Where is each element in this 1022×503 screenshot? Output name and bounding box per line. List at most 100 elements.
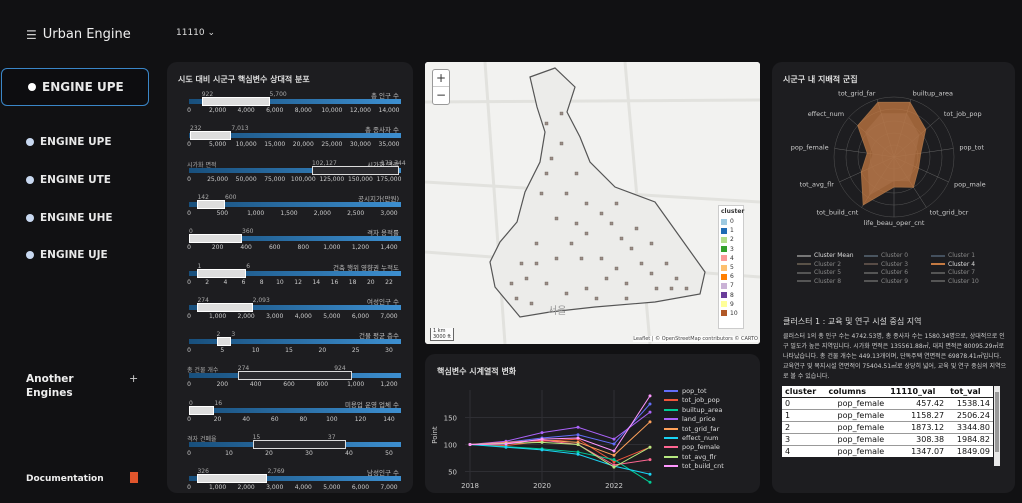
zoom-out-button[interactable]: − (435, 88, 447, 102)
series-point[interactable] (540, 440, 544, 444)
cluster-point[interactable] (614, 201, 619, 206)
series-point[interactable] (648, 394, 652, 398)
cluster-map[interactable]: + − 서울 cluster 0 1 2 3 4 5 6 7 8 9 10 1 km 3000 ft… (425, 62, 760, 344)
series-point[interactable] (612, 453, 616, 457)
cluster-point[interactable] (559, 111, 564, 116)
table-row[interactable]: 4 pop_female 1347.07 1849.09 (782, 445, 993, 457)
table-row[interactable]: 2 pop_female 1873.12 3344.80 (782, 421, 993, 434)
cluster-point[interactable] (629, 246, 634, 251)
cluster-point[interactable] (574, 221, 579, 226)
cluster-point[interactable] (524, 276, 529, 281)
cluster-point[interactable] (649, 241, 654, 246)
cluster-point[interactable] (604, 276, 609, 281)
expand-plus-icon[interactable]: + (129, 372, 139, 385)
cluster-point[interactable] (599, 211, 604, 216)
cluster-point[interactable] (664, 261, 669, 266)
series-point[interactable] (612, 442, 616, 446)
cluster-point[interactable] (564, 291, 569, 296)
cluster-point[interactable] (544, 281, 549, 286)
cluster-point[interactable] (599, 256, 604, 261)
cluster-point[interactable] (674, 276, 679, 281)
series-point[interactable] (576, 425, 580, 429)
series-point[interactable] (540, 448, 544, 452)
cluster-point[interactable] (634, 226, 639, 231)
another-engines[interactable]: Another Engines (26, 373, 74, 399)
cluster-point[interactable] (509, 281, 514, 286)
cluster-point[interactable] (584, 286, 589, 291)
cluster-point[interactable] (539, 191, 544, 196)
series-line[interactable] (469, 411, 651, 445)
table-header-cell[interactable]: columns (825, 386, 888, 398)
cluster-point[interactable] (584, 231, 589, 236)
series-point[interactable] (504, 442, 508, 446)
documentation-link[interactable]: Documentation (26, 474, 104, 484)
series-point[interactable] (612, 458, 616, 462)
cluster-point[interactable] (584, 201, 589, 206)
series-point[interactable] (576, 443, 580, 446)
series-point[interactable] (576, 450, 580, 454)
cluster-point[interactable] (609, 221, 614, 226)
series-point[interactable] (612, 449, 616, 453)
cluster-point[interactable] (554, 256, 559, 261)
series-point[interactable] (648, 420, 652, 424)
region-code-select[interactable]: 11110 ⌄ (176, 28, 215, 38)
series-point[interactable] (648, 410, 652, 414)
zoom-in-button[interactable]: + (433, 70, 449, 87)
series-point[interactable] (612, 437, 616, 441)
series-point[interactable] (540, 437, 544, 441)
series-point[interactable] (612, 463, 616, 467)
series-point[interactable] (504, 445, 508, 449)
nav-item-upe[interactable]: ENGINE UPE (26, 136, 112, 148)
cluster-point[interactable] (574, 171, 579, 176)
timeseries-chart[interactable]: 150 100 50 2018 2020 2022 Point (425, 380, 655, 493)
series-point[interactable] (576, 452, 580, 456)
documentation-icon[interactable] (130, 472, 138, 483)
cluster-point[interactable] (534, 261, 539, 266)
table-row[interactable]: 0 pop_female 457.42 1538.14 (782, 397, 993, 410)
series-point[interactable] (648, 445, 652, 449)
cluster-point[interactable] (624, 281, 629, 286)
series-line[interactable] (469, 395, 651, 452)
cluster-point[interactable] (514, 296, 519, 301)
cluster-point[interactable] (544, 171, 549, 176)
nav-item-active[interactable]: ENGINE UPE (1, 68, 149, 106)
map-canvas[interactable] (425, 62, 760, 344)
series-point[interactable] (468, 443, 472, 446)
cluster-point[interactable] (594, 296, 599, 301)
map-attribution[interactable]: Leaflet | © OpenStreetMap contributors ©… (633, 336, 758, 342)
radar-chart[interactable]: builtup_areatot_job_poppop_totpop_maleto… (772, 82, 1015, 252)
cluster-point[interactable] (549, 156, 554, 161)
cluster-point[interactable] (649, 271, 654, 276)
menu-icon[interactable]: ☰ (26, 27, 37, 42)
series-point[interactable] (648, 472, 652, 476)
cluster-point[interactable] (519, 261, 524, 266)
series-point[interactable] (576, 436, 580, 440)
cluster-point[interactable] (624, 296, 629, 301)
nav-item-uhe[interactable]: ENGINE UHE (26, 212, 113, 224)
brand[interactable]: ☰ Urban Engine (26, 27, 131, 42)
series-line[interactable] (469, 438, 651, 463)
series-point[interactable] (648, 480, 652, 484)
cluster-point[interactable] (579, 256, 584, 261)
series-point[interactable] (648, 402, 652, 406)
cluster-point[interactable] (669, 286, 674, 291)
table-scroll-thumb[interactable] (995, 392, 999, 452)
cluster-point[interactable] (529, 301, 534, 306)
table-header-cell[interactable]: tot_val (947, 386, 993, 398)
cluster-4-area[interactable] (857, 101, 927, 206)
series-point[interactable] (576, 440, 580, 444)
cluster-point[interactable] (654, 286, 659, 291)
table-row[interactable]: 3 pop_female 308.38 1984.82 (782, 433, 993, 446)
nav-item-ute[interactable]: ENGINE UTE (26, 174, 111, 186)
cluster-point[interactable] (534, 241, 539, 246)
table-row[interactable]: 1 pop_female 1158.27 2506.24 (782, 409, 993, 422)
table-header-cell[interactable]: cluster (782, 386, 826, 398)
cluster-point[interactable] (614, 266, 619, 271)
series-point[interactable] (648, 458, 652, 462)
cluster-point[interactable] (554, 216, 559, 221)
nav-item-uje[interactable]: ENGINE UJE (26, 249, 108, 261)
cluster-point[interactable] (639, 261, 644, 266)
series-point[interactable] (540, 431, 544, 435)
table-header-cell[interactable]: 11110_val (887, 386, 948, 398)
cluster-point[interactable] (569, 241, 574, 246)
